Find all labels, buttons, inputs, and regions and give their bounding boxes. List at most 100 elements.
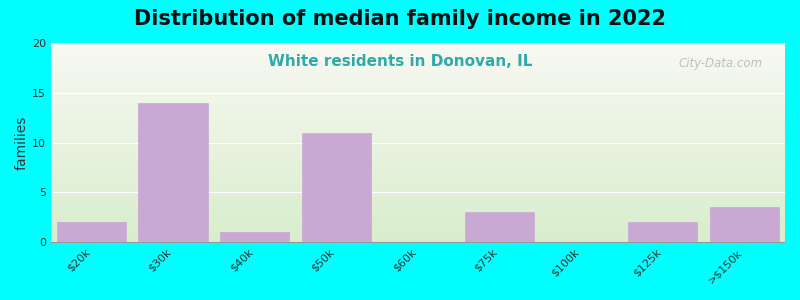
Bar	[50, 161, 785, 163]
Bar	[50, 91, 785, 92]
Bar	[50, 138, 785, 139]
Bar	[50, 70, 785, 71]
Bar	[50, 184, 785, 185]
Bar	[50, 160, 785, 161]
Bar	[50, 61, 785, 62]
Bar	[50, 173, 785, 174]
Bar	[50, 213, 785, 214]
Bar	[50, 62, 785, 63]
Bar	[50, 64, 785, 65]
Bar	[50, 92, 785, 93]
Bar	[50, 222, 785, 223]
Bar	[50, 72, 785, 73]
Bar	[50, 207, 785, 208]
Bar	[50, 179, 785, 180]
Bar	[50, 211, 785, 212]
Bar	[50, 99, 785, 100]
Bar	[50, 178, 785, 179]
Bar	[50, 170, 785, 171]
Text: White residents in Donovan, IL: White residents in Donovan, IL	[268, 54, 532, 69]
Bar	[50, 169, 785, 170]
Bar	[50, 45, 785, 46]
Bar	[50, 73, 785, 74]
Bar	[50, 240, 785, 241]
Bar	[465, 212, 534, 242]
Bar	[50, 59, 785, 60]
Bar	[50, 44, 785, 45]
Bar	[50, 142, 785, 144]
Bar	[50, 93, 785, 94]
Bar	[628, 222, 698, 242]
Bar	[50, 208, 785, 209]
Bar	[50, 154, 785, 155]
Bar	[50, 47, 785, 48]
Bar	[50, 139, 785, 140]
Bar	[50, 190, 785, 191]
Bar	[50, 238, 785, 239]
Bar	[220, 232, 290, 242]
Bar	[50, 101, 785, 102]
Bar	[50, 241, 785, 242]
Bar	[50, 232, 785, 233]
Bar	[50, 145, 785, 146]
Bar	[50, 185, 785, 186]
Bar	[50, 65, 785, 66]
Bar	[50, 80, 785, 81]
Bar	[50, 69, 785, 70]
Bar	[50, 193, 785, 194]
Bar	[50, 120, 785, 121]
Bar	[50, 141, 785, 142]
Bar	[50, 233, 785, 234]
Bar	[50, 198, 785, 199]
Bar	[50, 212, 785, 213]
Bar	[50, 126, 785, 127]
Bar	[50, 239, 785, 240]
Bar	[50, 197, 785, 198]
Bar	[50, 202, 785, 203]
Bar	[50, 237, 785, 238]
Bar	[50, 191, 785, 192]
Bar	[50, 117, 785, 118]
Bar	[50, 164, 785, 166]
Bar	[50, 95, 785, 96]
Bar	[50, 132, 785, 133]
Bar	[50, 221, 785, 222]
Bar	[50, 130, 785, 132]
Bar	[50, 53, 785, 54]
Bar	[50, 196, 785, 197]
Bar	[50, 169, 785, 170]
Bar	[50, 224, 785, 225]
Bar	[50, 86, 785, 87]
Bar	[50, 152, 785, 154]
Bar	[50, 199, 785, 200]
Bar	[50, 149, 785, 151]
Bar	[50, 118, 785, 119]
Bar	[50, 204, 785, 205]
Bar	[50, 84, 785, 85]
Bar	[50, 171, 785, 172]
Bar	[50, 108, 785, 109]
Bar	[50, 176, 785, 177]
Bar	[50, 210, 785, 211]
Bar	[50, 146, 785, 148]
Bar	[50, 177, 785, 178]
Bar	[50, 203, 785, 204]
Bar	[50, 163, 785, 164]
Bar	[50, 51, 785, 52]
Bar	[50, 236, 785, 237]
Bar	[50, 124, 785, 126]
Bar	[50, 160, 785, 161]
Bar	[50, 48, 785, 49]
Bar	[50, 215, 785, 216]
Bar	[50, 123, 785, 124]
Bar	[50, 109, 785, 110]
Bar	[50, 225, 785, 226]
Bar	[50, 205, 785, 206]
Bar	[50, 167, 785, 169]
Bar	[50, 111, 785, 112]
Bar	[50, 157, 785, 158]
Bar	[50, 82, 785, 83]
Bar	[50, 186, 785, 188]
Bar	[50, 151, 785, 152]
Bar	[50, 78, 785, 79]
